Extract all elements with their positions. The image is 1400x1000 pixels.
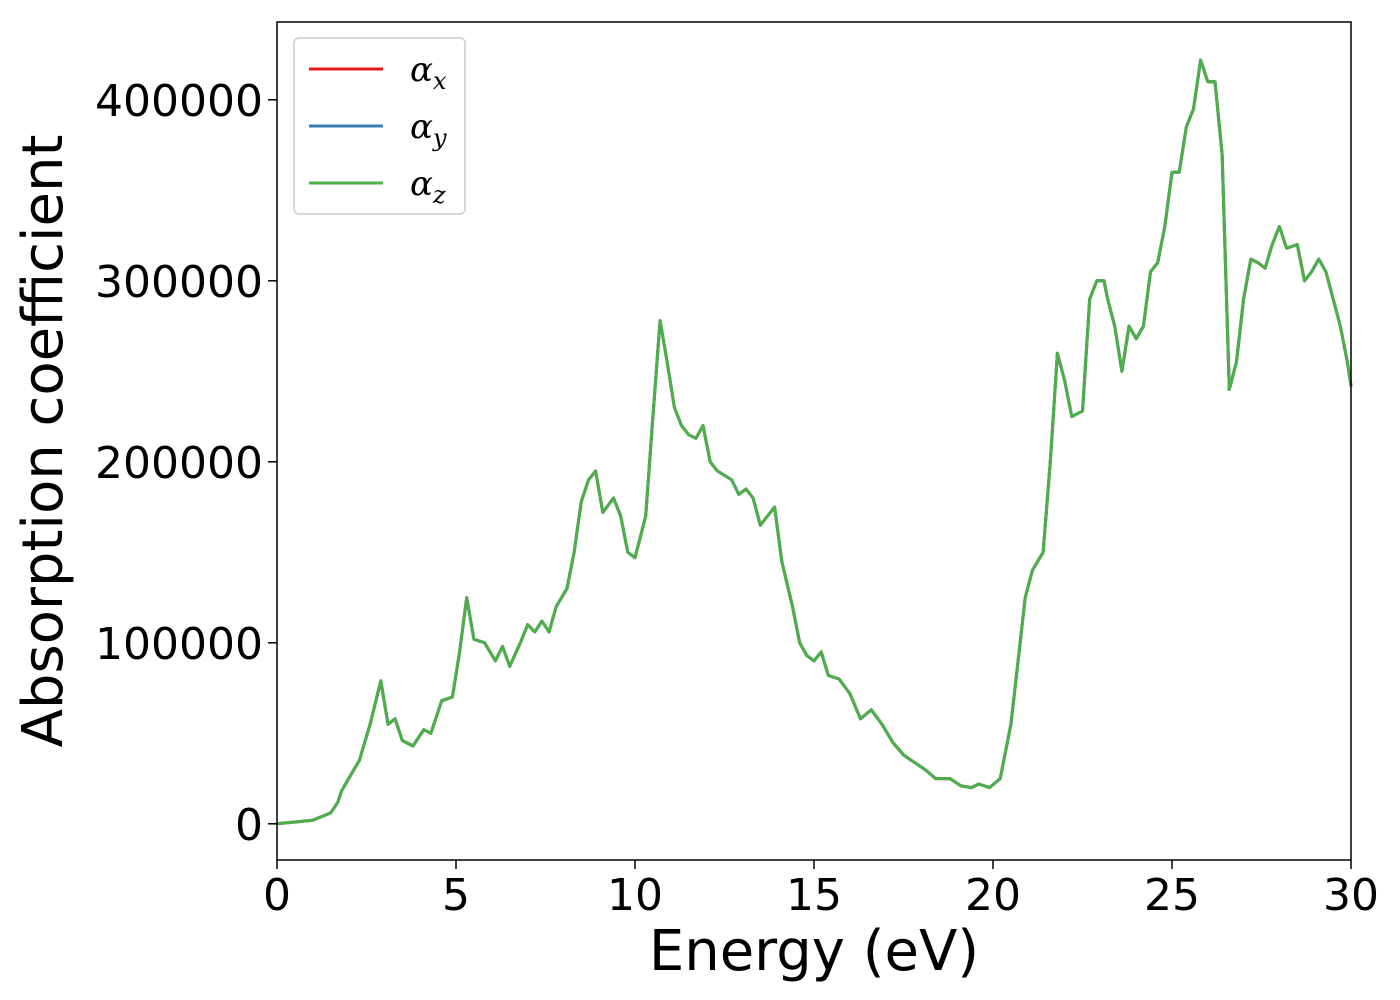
y-tick-label: 0 — [235, 800, 263, 851]
series-lines — [275, 58, 1353, 826]
x-tick-label: 5 — [442, 870, 470, 921]
y-tick-label: 100000 — [95, 619, 263, 670]
x-tick-label: 30 — [1323, 870, 1379, 921]
series-line-z — [275, 58, 1353, 826]
legend-label-x: αx — [410, 50, 447, 95]
y-tick-label: 200000 — [95, 438, 263, 489]
legend: αx αy αz — [293, 37, 466, 215]
x-axis-label: Energy (eV) — [649, 919, 979, 984]
y-tick-label: 300000 — [95, 257, 263, 308]
x-tick-label: 20 — [965, 870, 1021, 921]
legend-label-z: αz — [410, 164, 446, 209]
x-tick-label: 15 — [786, 870, 842, 921]
x-tick-label: 0 — [263, 870, 291, 921]
x-tick-label: 25 — [1144, 870, 1200, 921]
y-axis-label: Absorption coefficient — [11, 135, 76, 748]
y-tick-label: 400000 — [95, 76, 263, 127]
y-axis-ticks: 0 100000 200000 300000 400000 — [95, 76, 277, 851]
x-axis-ticks: 0 5 10 15 20 25 30 — [263, 860, 1379, 921]
legend-label-y: αy — [410, 107, 447, 152]
x-tick-label: 10 — [607, 870, 663, 921]
